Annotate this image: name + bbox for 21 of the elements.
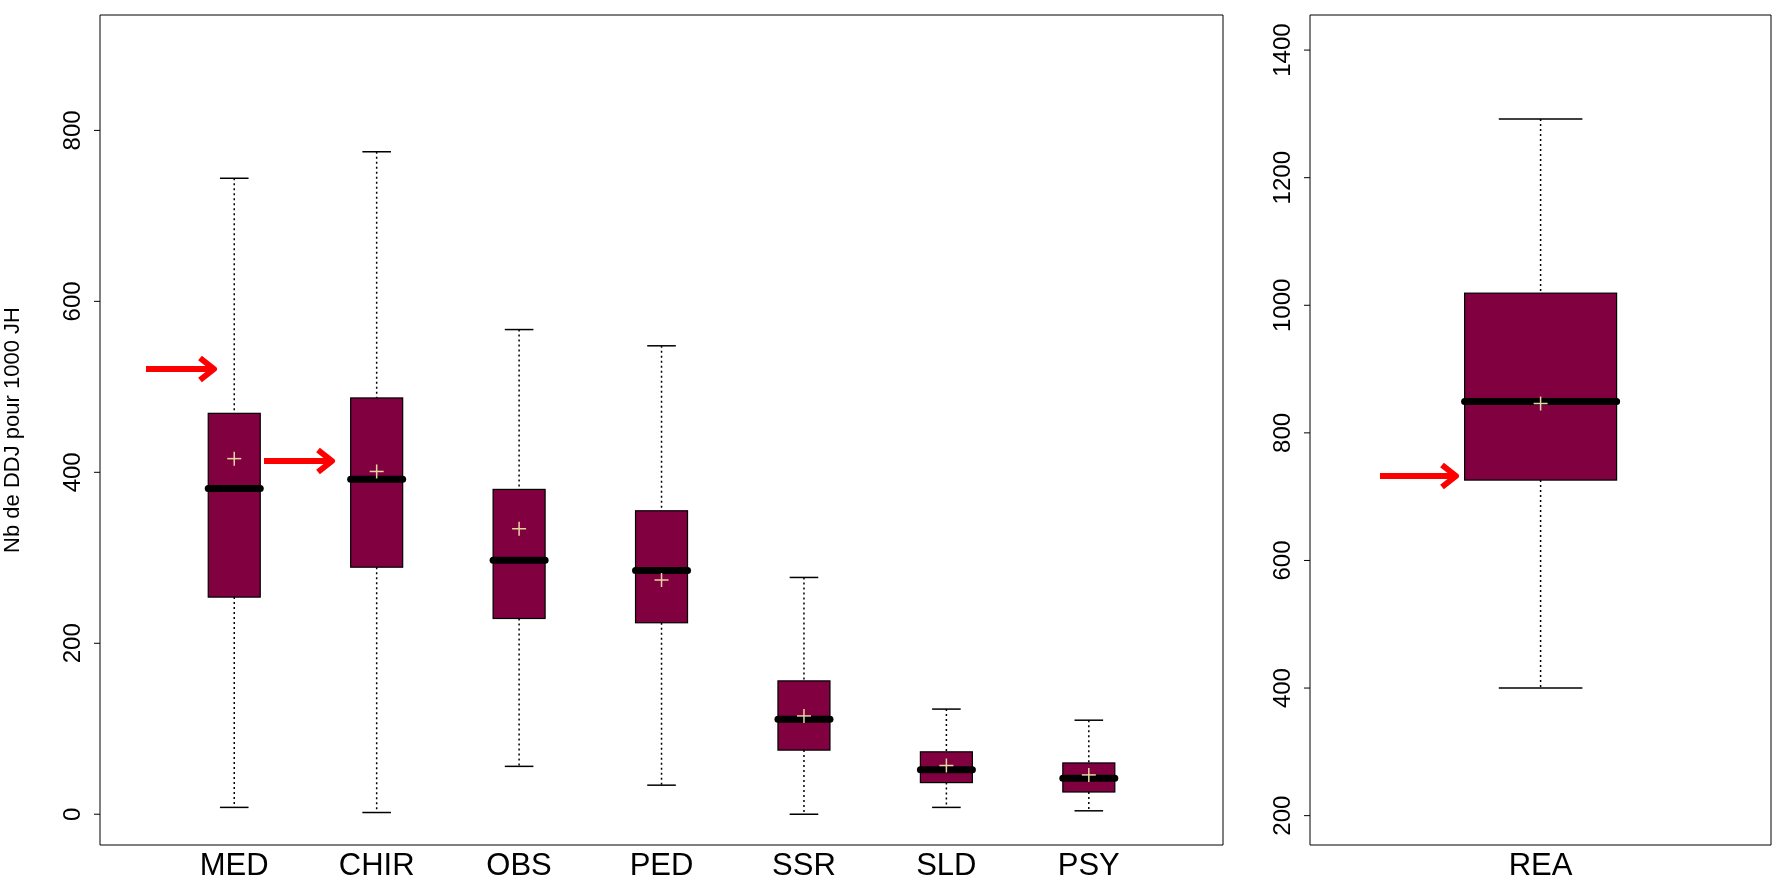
y-tick-label: 1000 <box>1268 278 1295 332</box>
y-tick-label: 400 <box>58 452 85 493</box>
y-tick-label: 200 <box>1268 795 1295 836</box>
y-tick-label: 800 <box>1268 412 1295 453</box>
x-tick-label: CHIR <box>338 847 415 883</box>
y-axis-title: Nb de DDJ pour 1000 JH <box>0 307 24 553</box>
y-tick-label: 600 <box>58 281 85 322</box>
x-tick-label: PSY <box>1057 847 1120 883</box>
y-tick-label: 1400 <box>1268 23 1295 77</box>
x-tick-label: REA <box>1508 847 1573 883</box>
y-tick-label: 1200 <box>1268 150 1295 205</box>
x-tick-label: PED <box>629 847 694 883</box>
y-tick-label: 200 <box>58 623 85 664</box>
y-tick-label: 0 <box>58 807 85 821</box>
x-tick-label: MED <box>199 847 269 883</box>
y-tick-label: 600 <box>1268 540 1295 581</box>
y-tick-label: 800 <box>58 110 85 151</box>
x-tick-label: SSR <box>772 847 836 883</box>
x-tick-label: SLD <box>916 847 977 883</box>
x-tick-label: OBS <box>486 847 552 883</box>
y-tick-label: 400 <box>1268 668 1295 709</box>
